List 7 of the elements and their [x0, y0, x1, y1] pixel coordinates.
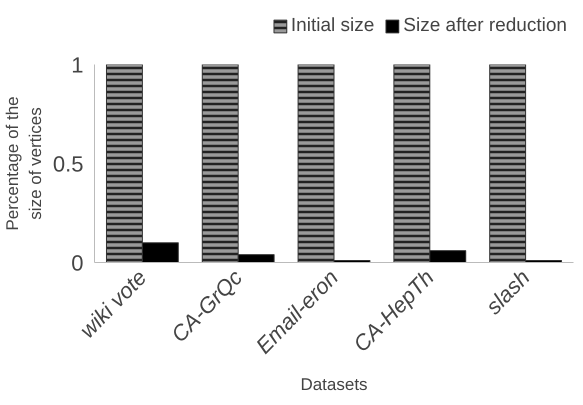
x-axis-title: Datasets — [300, 375, 368, 394]
y-tick-label: 0 — [71, 250, 84, 276]
y-tick-label: 0.5 — [52, 152, 84, 176]
legend-label: Initial size — [290, 15, 374, 37]
y-axis-title: Percentage of the size of vertices — [3, 96, 45, 231]
y-tick-label: 1 — [71, 52, 84, 78]
legend-label: Size after reduction — [403, 15, 567, 37]
